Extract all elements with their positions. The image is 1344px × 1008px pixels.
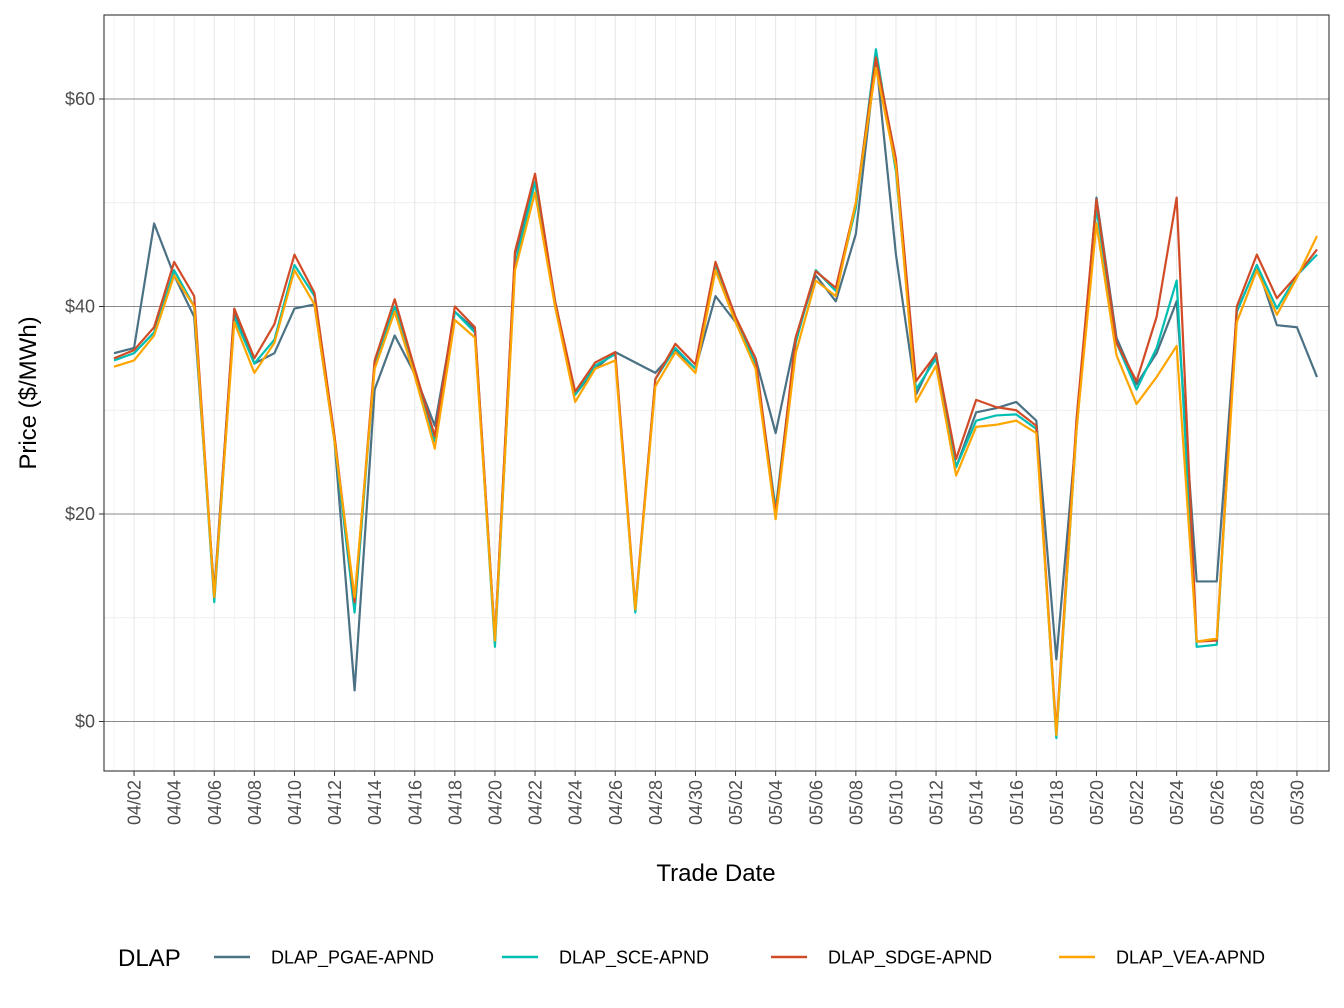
x-axis-title: Trade Date <box>656 860 775 887</box>
x-tick-label: 05/10 <box>886 780 906 825</box>
series-line-dlap-sdge-apnd <box>113 56 1318 733</box>
x-tick-label: 05/06 <box>806 780 826 825</box>
legend-label: DLAP_PGAE-APND <box>271 948 434 969</box>
x-tick-label: 05/04 <box>766 780 786 825</box>
x-tick-label: 04/16 <box>405 780 425 825</box>
series-lines <box>113 48 1319 740</box>
plot-panel <box>103 14 1330 772</box>
x-tick-label: 04/12 <box>325 780 345 825</box>
y-axis: $0 $20 $40 $60 <box>65 89 104 732</box>
legend-label: DLAP_VEA-APND <box>1116 948 1265 969</box>
y-tick-label: $0 <box>75 712 95 732</box>
x-tick-label: 04/30 <box>686 780 706 825</box>
x-tick-label: 05/08 <box>846 780 866 825</box>
x-tick-label: 04/10 <box>285 780 305 825</box>
x-tick-label: 04/20 <box>485 780 505 825</box>
x-tick-label: 04/24 <box>566 780 586 825</box>
y-tick-label: $60 <box>65 89 95 109</box>
plot-border <box>103 14 1330 772</box>
y-tick-label: $40 <box>65 297 95 317</box>
x-tick-label: 05/12 <box>927 780 947 825</box>
x-tick-label: 05/24 <box>1167 780 1187 825</box>
x-tick-label: 05/18 <box>1047 780 1067 825</box>
x-tick-label: 04/22 <box>526 780 546 825</box>
legend-items: DLAP_PGAE-APND DLAP_SCE-APND DLAP_SDGE-APN… <box>214 948 1265 969</box>
x-tick-label: 04/14 <box>365 780 385 825</box>
legend-label: DLAP_SDGE-APND <box>828 948 992 969</box>
x-tick-label: 05/02 <box>726 780 746 825</box>
x-tick-label: 05/22 <box>1127 780 1147 825</box>
legend-title: DLAP <box>118 945 181 972</box>
y-tick-label: $20 <box>65 504 95 524</box>
x-tick-label: 05/16 <box>1007 780 1027 825</box>
x-tick-label: 05/20 <box>1087 780 1107 825</box>
x-tick-label: 05/28 <box>1247 780 1267 825</box>
x-tick-label: 05/30 <box>1287 780 1307 825</box>
legend-label: DLAP_SCE-APND <box>559 948 709 969</box>
series-line-dlap-vea-apnd <box>113 66 1318 737</box>
legend: DLAP DLAP_PGAE-APND DLAP_SCE-APND DLAP_SDG… <box>118 945 1265 972</box>
x-tick-label: 04/26 <box>606 780 626 825</box>
x-tick-label: 05/26 <box>1207 780 1227 825</box>
x-tick-label: 04/18 <box>445 780 465 825</box>
minor-gridlines <box>104 15 1329 771</box>
plot-background <box>104 15 1329 771</box>
x-tick-label: 04/06 <box>205 780 225 825</box>
x-tick-label: 04/08 <box>245 780 265 825</box>
y-axis-title: Price ($/MWh) <box>15 316 42 469</box>
x-tick-label: 04/28 <box>646 780 666 825</box>
x-tick-label: 05/14 <box>967 780 987 825</box>
x-tick-label: 04/02 <box>125 780 145 825</box>
x-axis: 04/02 04/04 04/06 04/08 04/10 04/12 04/14 04/16… <box>125 771 1307 825</box>
x-tick-label: 04/04 <box>165 780 185 825</box>
